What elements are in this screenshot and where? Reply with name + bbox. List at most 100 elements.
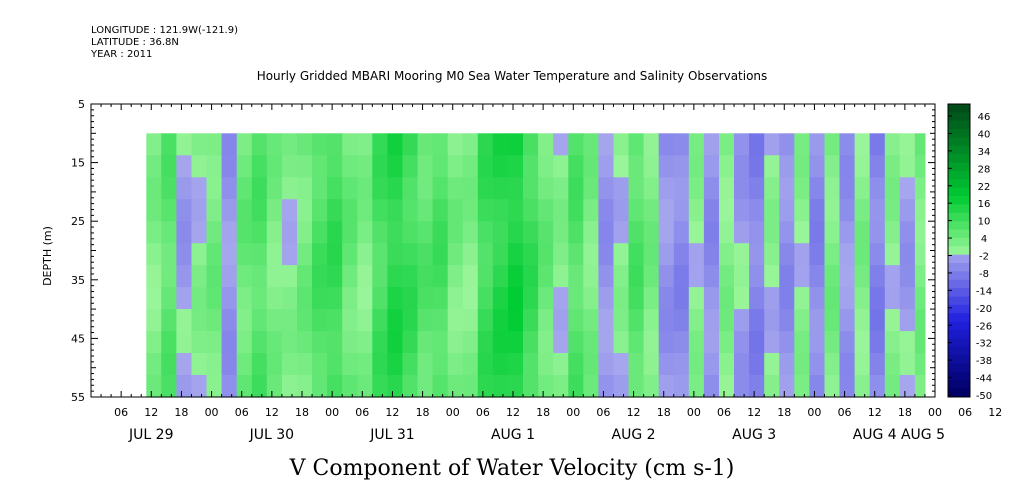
heatmap-cell	[176, 265, 193, 288]
heatmap-cell	[297, 133, 313, 156]
heatmap-cell	[447, 177, 464, 200]
heatmap-cell	[899, 221, 916, 244]
heatmap-cell	[312, 133, 328, 156]
heatmap-cell	[719, 133, 735, 156]
heatmap-cell	[613, 331, 630, 354]
heatmap-cell	[432, 177, 449, 200]
heatmap-cell	[553, 177, 569, 200]
colorbar-segment	[948, 145, 970, 155]
heatmap-cell	[161, 331, 177, 354]
heatmap-cell	[884, 331, 901, 354]
heatmap-cell	[809, 243, 826, 266]
heatmap-cell	[794, 287, 810, 310]
heatmap-cell	[462, 155, 479, 178]
heatmap-cell	[281, 353, 298, 376]
heatmap-cell	[523, 375, 539, 398]
heatmap-cell	[342, 133, 358, 156]
heatmap-cell	[794, 221, 810, 244]
heatmap-cell	[297, 353, 313, 376]
heatmap-cell	[658, 331, 675, 354]
x-hour-label: 18	[898, 406, 912, 419]
x-hour-label: 12	[747, 406, 761, 419]
heatmap-cell	[613, 375, 630, 398]
heatmap-cell	[658, 287, 675, 310]
heatmap-cell	[824, 177, 841, 200]
heatmap-cell	[312, 221, 328, 244]
heatmap-cell	[146, 331, 162, 354]
heatmap-cell	[357, 309, 373, 332]
heatmap-cell	[779, 375, 795, 398]
heatmap-cell	[794, 309, 810, 332]
heatmap-cell	[703, 309, 720, 332]
heatmap-cell	[312, 331, 328, 354]
heatmap-cell	[839, 133, 856, 156]
heatmap-cell	[176, 155, 193, 178]
y-tick-label: 55	[71, 391, 85, 404]
heatmap-cell	[869, 155, 886, 178]
heatmap-cell	[764, 331, 780, 354]
heatmap-cell	[779, 199, 795, 222]
x-hour-label: 00	[928, 406, 942, 419]
colorbar-label: -26	[976, 321, 992, 332]
heatmap-cell	[206, 265, 223, 288]
heatmap-cell	[327, 287, 343, 310]
x-hour-label: 00	[325, 406, 339, 419]
heatmap-cell	[161, 177, 177, 200]
x-hour-label: 12	[627, 406, 641, 419]
heatmap-cell	[508, 199, 524, 222]
heatmap-cell	[447, 265, 464, 288]
heatmap-cell	[281, 243, 298, 266]
heatmap-cell	[734, 199, 750, 222]
heatmap-cell	[432, 221, 449, 244]
heatmap-cell	[538, 221, 554, 244]
heatmap-cell	[236, 221, 253, 244]
heatmap-cell	[628, 155, 645, 178]
x-date-label: JUL 31	[369, 427, 414, 443]
heatmap-cell	[809, 309, 826, 332]
heatmap-cell	[146, 133, 162, 156]
heatmap-cell	[402, 243, 419, 266]
heatmap-cell	[734, 309, 750, 332]
heatmap-cell	[447, 221, 464, 244]
heatmap-cell	[191, 243, 208, 266]
heatmap-cell	[583, 331, 599, 354]
heatmap-cell	[809, 177, 826, 200]
heatmap-cell	[372, 177, 388, 200]
heatmap-cell	[523, 221, 539, 244]
heatmap-cell	[703, 287, 720, 310]
heatmap-cell	[583, 155, 599, 178]
heatmap-cell	[297, 243, 313, 266]
heatmap-cell	[206, 309, 223, 332]
heatmap-cell	[914, 375, 926, 398]
heatmap-cell	[613, 221, 630, 244]
heatmap-cell	[854, 155, 871, 178]
heatmap-cell	[809, 221, 826, 244]
colorbar-label: 22	[978, 182, 991, 193]
x-date-label: AUG 5	[901, 427, 945, 443]
heatmap-cell	[251, 331, 268, 354]
heatmap-cell	[492, 243, 509, 266]
heatmap-cell	[779, 265, 795, 288]
heatmap-cell	[628, 177, 645, 200]
heatmap-cell	[477, 309, 494, 332]
heatmap-cell	[779, 331, 795, 354]
heatmap-cell	[779, 177, 795, 200]
heatmap-cell	[447, 199, 464, 222]
heatmap-cell	[477, 243, 494, 266]
heatmap-cell	[688, 155, 705, 178]
heatmap-cell	[568, 221, 584, 244]
heatmap-cell	[688, 199, 705, 222]
heatmap-cell	[734, 133, 750, 156]
heatmap-cell	[734, 177, 750, 200]
heatmap-cell	[251, 287, 268, 310]
heatmap-cell	[613, 177, 630, 200]
heatmap-cell	[221, 375, 238, 398]
heatmap-cell	[794, 331, 810, 354]
heatmap-cell	[628, 309, 645, 332]
heatmap-cell	[281, 177, 298, 200]
heatmap-cell	[824, 331, 841, 354]
heatmap-cell	[598, 133, 615, 156]
heatmap-cell	[568, 375, 584, 398]
heatmap-cell	[719, 177, 735, 200]
heatmap-cell	[402, 199, 419, 222]
